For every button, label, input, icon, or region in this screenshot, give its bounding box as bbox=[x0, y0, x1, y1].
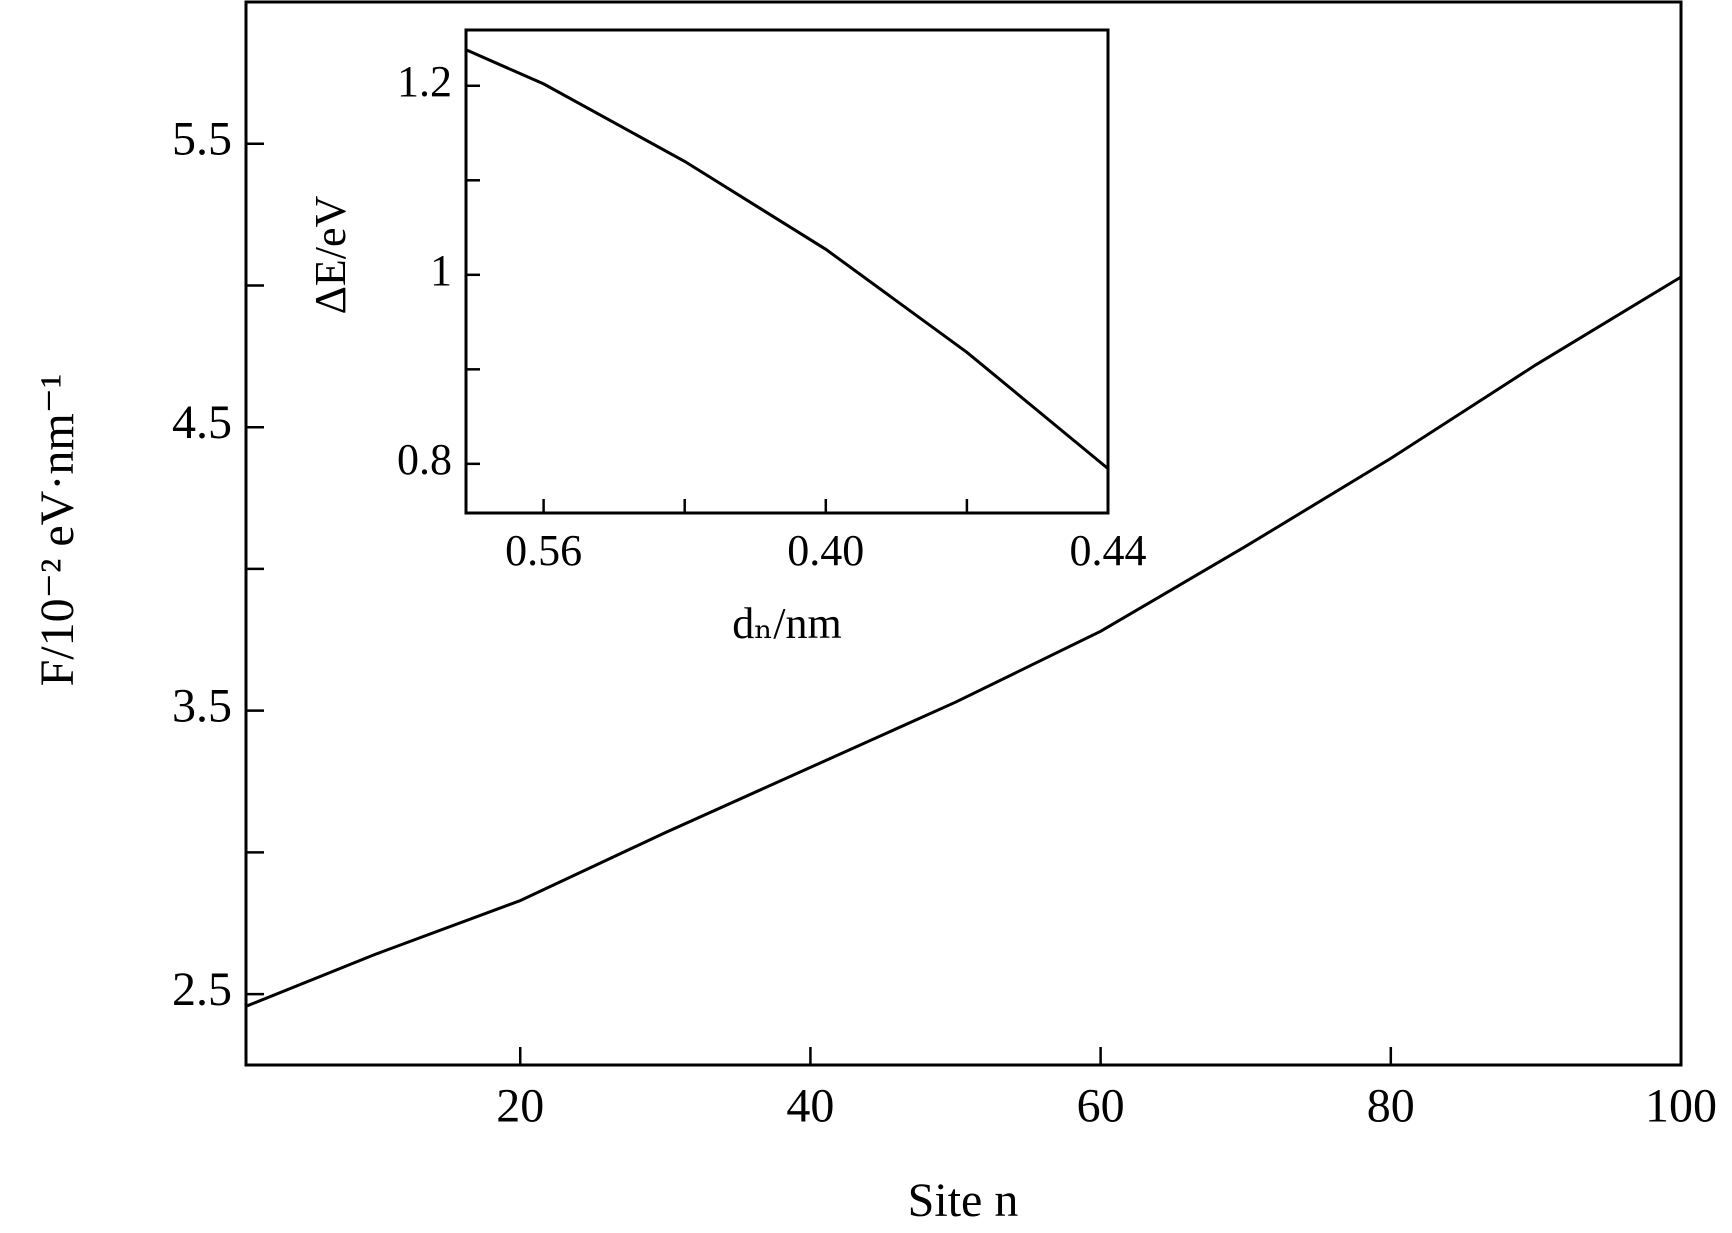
plot-frame bbox=[244, 0, 1683, 1067]
y-tick-label: 0.8 bbox=[397, 435, 452, 484]
plot-frame bbox=[464, 28, 1110, 515]
y-axis-label: ΔE/eV bbox=[306, 195, 355, 314]
y-tick-label: 1.2 bbox=[397, 57, 452, 106]
data-line bbox=[465, 48, 1109, 470]
y-tick-label: 3.5 bbox=[172, 680, 232, 733]
x-tick-label: 40 bbox=[786, 1080, 834, 1133]
x-tick-label: 80 bbox=[1367, 1080, 1415, 1133]
data-line bbox=[245, 275, 1682, 1008]
x-tick-label: 20 bbox=[496, 1080, 544, 1133]
x-tick-label: 0.44 bbox=[1070, 526, 1147, 575]
y-tick-label: 1 bbox=[430, 246, 452, 295]
y-tick-label: 5.5 bbox=[172, 113, 232, 166]
y-tick-label: 2.5 bbox=[172, 963, 232, 1016]
y-axis-label: F/10⁻² eV·nm⁻¹ bbox=[31, 374, 84, 687]
inset-background bbox=[466, 30, 1108, 513]
x-tick-label: 0.40 bbox=[787, 526, 864, 575]
y-tick-label: 4.5 bbox=[172, 396, 232, 449]
x-tick-label: 100 bbox=[1645, 1080, 1717, 1133]
x-axis-label: dₙ/nm bbox=[732, 599, 841, 648]
x-tick-label: 0.56 bbox=[505, 526, 582, 575]
x-axis-label: Site n bbox=[908, 1174, 1019, 1227]
x-tick-label: 60 bbox=[1077, 1080, 1125, 1133]
